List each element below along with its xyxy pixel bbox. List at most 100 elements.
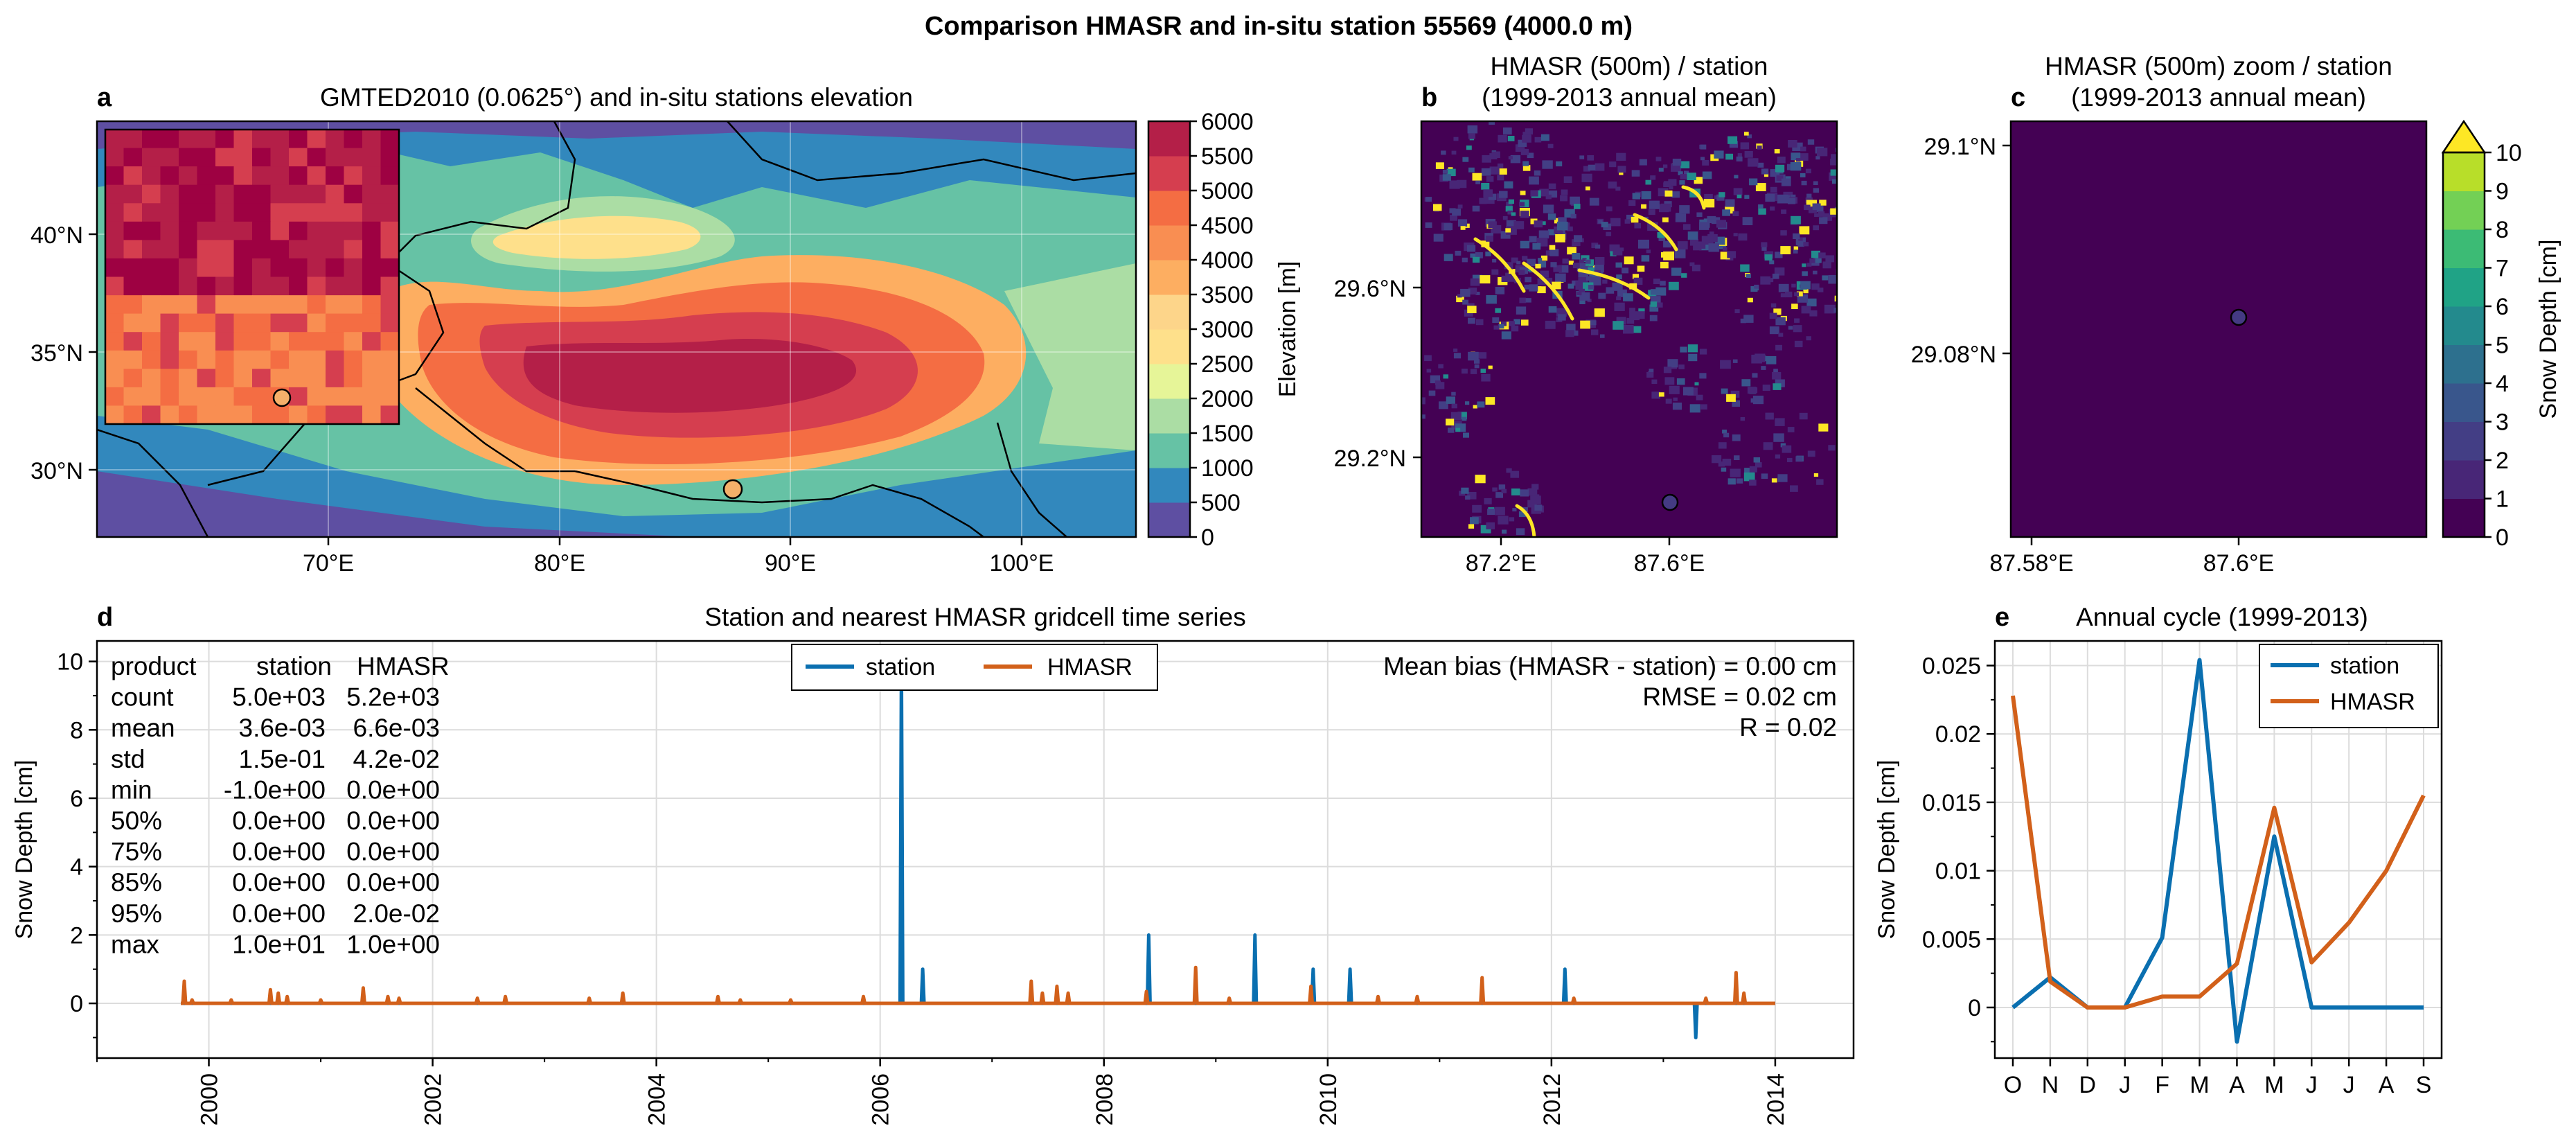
panel-b-snow-cell — [1802, 156, 1808, 160]
panel-b-snow-cell — [1721, 467, 1727, 472]
panel-b-snow-cell — [1754, 284, 1759, 289]
panel-b-snow-cell — [1595, 163, 1605, 171]
panel-a-inset-cell — [307, 184, 326, 204]
panel-e-title: Annual cycle (1999-2013) — [2076, 603, 2368, 631]
panel-a-inset-cell — [307, 369, 326, 388]
panel-b-snow-cell — [1509, 517, 1515, 522]
panel-a-inset-cell — [123, 203, 143, 222]
panel-b-snow-cell — [1522, 256, 1528, 261]
panel-a-lon-tick: 70°E — [303, 550, 354, 577]
panel-b-snow-cell — [1828, 274, 1837, 284]
panel-b-snow-cell — [1520, 191, 1526, 195]
panel-b-snow-cell — [1787, 427, 1795, 432]
panel-b-snow-cell — [1760, 276, 1771, 285]
panel-b-snow-cell — [1462, 257, 1468, 263]
panel-a-inset-cell — [233, 313, 253, 333]
panel-b-snow-cell — [1578, 275, 1588, 284]
panel-b-snow-cell — [1472, 256, 1480, 263]
panel-d-stats-label: 95% — [111, 899, 162, 928]
panel-a-inset-cell — [252, 369, 271, 388]
panel-b-snow-cell — [1825, 255, 1834, 263]
panel-b-snow-cell — [1651, 379, 1658, 384]
panel-e-y-tick: 0.015 — [1922, 790, 1981, 816]
panel-b-snow-cell — [1518, 511, 1527, 518]
panel-a-inset-cell — [179, 221, 197, 240]
panel-a-inset-cell — [215, 166, 234, 186]
panel-b-snow-cell — [1656, 302, 1663, 308]
panel-b-snow-cell — [1803, 289, 1809, 294]
panel-b-snow-cell — [1522, 161, 1529, 166]
panel-b-snow-cell — [1788, 326, 1793, 330]
panel-b-snow-cell — [1473, 405, 1477, 409]
panel-b-snow-cell — [1700, 157, 1705, 161]
panel-b-snow-cell — [1629, 308, 1635, 313]
panel-b-snow-cell — [1709, 231, 1714, 236]
panel-a-inset-cell — [197, 295, 216, 315]
panel-b-snow-cell — [1578, 269, 1588, 277]
panel-b-snow-cell — [1727, 478, 1736, 485]
panel-b-snow-cell — [1740, 417, 1746, 421]
panel-a-inset-cell — [326, 240, 344, 259]
panel-a-inset-cell — [215, 258, 234, 277]
panel-b-snow-cell — [1733, 233, 1738, 237]
panel-a-inset-cell — [326, 369, 344, 388]
panel-a-inset-cell — [233, 387, 253, 406]
panel-b-snow-cell — [1769, 260, 1775, 265]
panel-b-snow-cell — [1646, 249, 1651, 254]
panel-d-metric-bias: Mean bias (HMASR - station) = 0.00 cm — [1383, 652, 1837, 680]
panel-a-colorbar-tick: 2000 — [1201, 386, 1254, 412]
panel-b-snow-cell — [1771, 478, 1777, 483]
panel-b-snow-cell — [1757, 162, 1764, 168]
panel-a-inset-cell — [160, 350, 179, 369]
panel-a-colorbar-segment — [1148, 364, 1190, 399]
panel-c-colorbar-segment — [2443, 191, 2485, 230]
panel-b-snow-cell — [1619, 247, 1624, 252]
panel-a-border-6 — [415, 387, 575, 473]
panel-c-colorbar-label: Snow Depth [cm] — [2535, 240, 2561, 419]
panel-b-snow-cell — [1433, 234, 1444, 242]
panel-b-snow-cell — [1588, 267, 1597, 274]
panel-b-snow-cell — [1833, 157, 1837, 164]
panel-b-snow-cell — [1750, 387, 1758, 394]
panel-b-snow-cell — [1667, 359, 1678, 368]
panel-b-snow-cell — [1572, 239, 1581, 247]
panel-a-inset-cell — [252, 166, 271, 186]
panel-a-inset-cell — [215, 203, 234, 222]
panel-a-inset-cell — [344, 350, 363, 369]
panel-d-legend: station HMASR — [791, 644, 1158, 691]
panel-b-snow-cell — [1646, 371, 1654, 378]
panel-b-snow-cell — [1498, 164, 1504, 168]
panel-c-colorbar-segment — [2443, 306, 2485, 345]
panel-b-snow-cell — [1676, 378, 1685, 385]
panel-b-snow-cell — [1777, 474, 1788, 482]
panel-a-inset-cell — [105, 332, 124, 351]
panel-b-snow-cell — [1498, 134, 1507, 143]
panel-b-snow-cell — [1795, 456, 1803, 462]
panel-b-snow-cell — [1574, 235, 1583, 242]
panel-b-snow-cell — [1433, 204, 1442, 211]
panel-a-inset-cell — [326, 332, 344, 351]
panel-b-snow-cell — [1525, 128, 1533, 135]
panel-b-snow-cell — [1799, 226, 1810, 235]
panel-b-snow-cell — [1830, 208, 1837, 215]
panel-b-snow-cell — [1813, 270, 1818, 274]
panel-b-snow-cell — [1653, 279, 1660, 284]
panel-b-snow-cell — [1684, 170, 1689, 175]
panel-b-snow-cell — [1616, 274, 1622, 280]
panel-e-y-tick: 0.005 — [1922, 926, 1981, 953]
panel-b-snow-cell — [1757, 146, 1762, 150]
panel-b-snow-cell — [1456, 179, 1467, 188]
panel-b-snow-cell — [1572, 280, 1579, 286]
panel-d-x-tick: 2012 — [1539, 1073, 1565, 1126]
panel-b-lon-tick: 87.6°E — [1634, 550, 1705, 577]
panel-b-snow-cell — [1841, 173, 1845, 176]
panel-b-snow-cell — [1740, 264, 1750, 272]
panel-b-snow-cell — [1791, 303, 1798, 309]
panel-b-snow-cell — [1649, 315, 1658, 322]
panel-b-snow-cell — [1744, 195, 1750, 199]
panel-a-lon-ticks: 70°E 80°E 90°E 100°E — [303, 537, 1054, 577]
panel-d-stats-value: 1.0e+01 — [232, 930, 326, 958]
panel-b-snow-cell — [1612, 282, 1623, 291]
panel-b-snow-cell — [1606, 287, 1615, 294]
panel-d-y-tick: 4 — [70, 854, 83, 881]
